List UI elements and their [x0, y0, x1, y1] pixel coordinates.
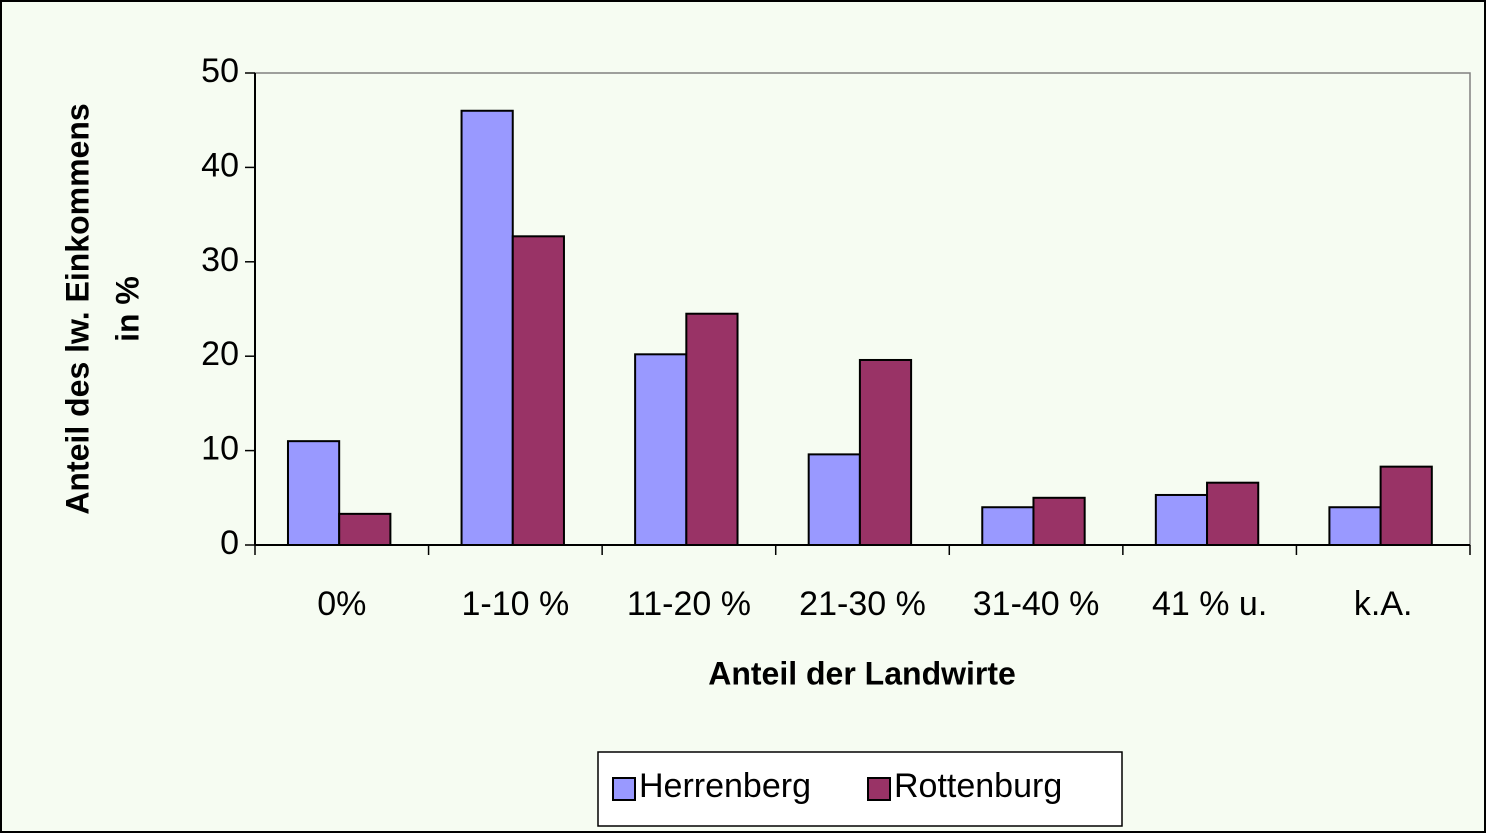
x-axis-title: Anteil der Landwirte	[708, 655, 1016, 691]
bar	[981, 506, 1035, 546]
x-tick-label: 11-20 %	[627, 585, 751, 623]
legend-swatch	[867, 777, 891, 801]
x-tick-label: 41 % u.	[1152, 585, 1267, 623]
bar	[634, 353, 688, 547]
bar	[1032, 496, 1086, 546]
y-tick-label: 30	[201, 241, 239, 279]
bar	[460, 109, 514, 546]
y-tick-label: 40	[201, 146, 239, 184]
bar	[858, 358, 913, 547]
bar	[1154, 493, 1209, 546]
bar	[511, 235, 565, 546]
bar	[338, 512, 392, 547]
y-axis-title: in %	[109, 276, 145, 342]
x-tick-label: 21-30 %	[799, 585, 926, 623]
legend-label: Rottenburg	[894, 767, 1062, 805]
legend-box	[597, 751, 1123, 827]
bar	[1206, 481, 1260, 547]
y-tick-label: 0	[220, 524, 239, 562]
legend-swatch	[612, 777, 636, 801]
x-tick-label: 1-10 %	[461, 585, 569, 623]
y-axis-title: Anteil des lw. Einkommens	[59, 103, 95, 514]
legend-label: Herrenberg	[639, 767, 811, 805]
x-tick-label: k.A.	[1354, 585, 1413, 623]
bar	[807, 453, 861, 547]
bar	[685, 312, 739, 546]
y-tick-label: 20	[201, 335, 239, 373]
bar	[1379, 465, 1433, 547]
x-tick-label: 0%	[317, 585, 366, 623]
y-tick-label: 50	[201, 52, 239, 90]
x-tick-label: 31-40 %	[973, 585, 1100, 623]
bar	[1328, 506, 1382, 546]
y-tick-label: 10	[201, 430, 239, 468]
bar	[286, 440, 341, 546]
